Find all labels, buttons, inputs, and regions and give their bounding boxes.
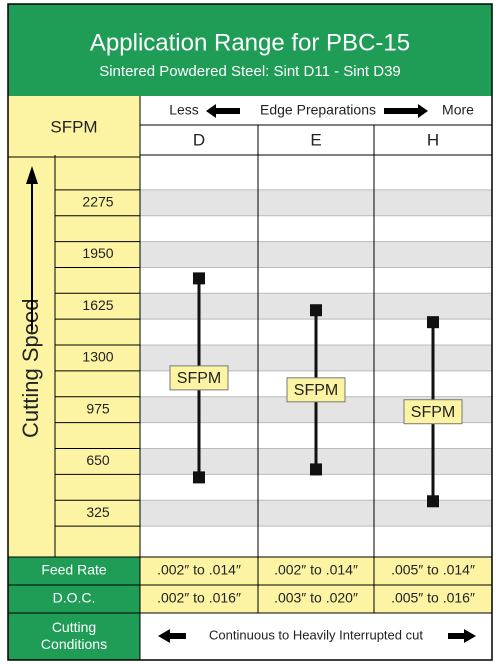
chart-subtitle: Sintered Powdered Steel: Sint D11 - Sint… [99, 63, 401, 80]
row-cell: .005″ to .014″ [391, 562, 475, 578]
range-high [193, 272, 205, 285]
y-tick-label: 1300 [82, 349, 113, 365]
bar-label-box [169, 365, 229, 391]
row-cell: .002″ to .016″ [157, 590, 241, 606]
y-tick-label: 1950 [82, 245, 113, 261]
x-tick-label: H [427, 130, 439, 149]
row-cell: .002″ to .014″ [157, 562, 241, 578]
y-label: Cutting Speed [18, 299, 43, 438]
grid-band [140, 500, 492, 527]
row-cell: .003″ to .020″ [274, 590, 358, 606]
footer-label: Cutting Conditions [40, 619, 108, 652]
range-low [193, 471, 205, 484]
bar-label: SFPM [294, 382, 338, 399]
range-low [427, 495, 439, 508]
range-high [310, 304, 322, 317]
y-tick-label: 2275 [82, 193, 113, 209]
grid-band [140, 241, 492, 268]
arrow-left [158, 629, 186, 643]
axis-arrow-head [26, 166, 38, 184]
x-tick-label: D [193, 130, 205, 149]
bar-label: SFPM [177, 370, 221, 387]
chart-title: Application Range for PBC-15 [90, 29, 410, 56]
footer-text: Continuous to Heavily Interrupted cut [209, 627, 423, 642]
row-cell: .002″ to .014″ [274, 562, 358, 578]
arrow-right [384, 104, 428, 118]
bar-label-box [286, 377, 346, 403]
row-label-bg [8, 613, 140, 660]
range-high [427, 316, 439, 329]
row-label: Feed Rate [41, 562, 107, 578]
x-header-center: Edge Preparations [260, 102, 376, 118]
range-low [310, 463, 322, 476]
y-tick-label: 650 [86, 452, 110, 468]
grid-band [140, 189, 492, 216]
arrow-left [206, 104, 240, 118]
bar-label: SFPM [411, 404, 455, 421]
arrow-right [448, 629, 476, 643]
y-tick-label: 325 [86, 504, 110, 520]
y-header: SFPM [50, 117, 97, 136]
frame [7, 3, 493, 661]
x-header-right: More [442, 102, 474, 118]
row-label: D.O.C. [53, 590, 96, 606]
row-cell: .005″ to .016″ [391, 590, 475, 606]
header-band [8, 4, 492, 96]
y-tick-label: 1625 [82, 297, 113, 313]
bar-label-box [403, 399, 463, 425]
x-header-left: Less [169, 102, 199, 118]
x-tick-label: E [310, 130, 321, 149]
y-tick-label: 975 [86, 400, 110, 416]
